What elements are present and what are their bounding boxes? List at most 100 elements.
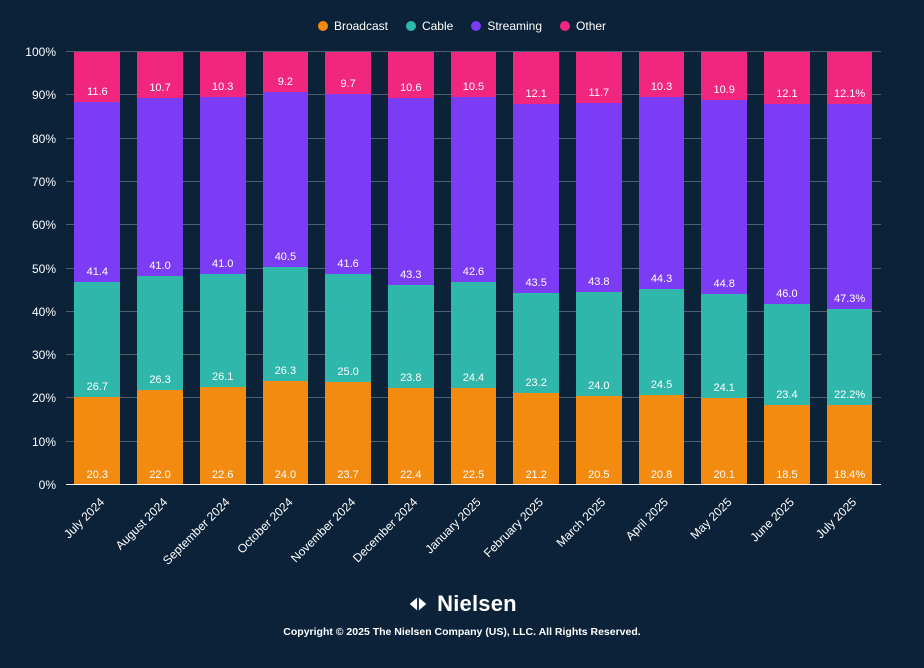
- segment-streaming: 44.8: [701, 99, 748, 294]
- segment-value-label: 18.4%: [833, 469, 866, 481]
- nielsen-wordmark: Nielsen: [437, 591, 517, 616]
- segment-broadcast: 24.0: [262, 381, 309, 485]
- bar-slot-february-2025: 21.2 23.2 43.5 12.1: [505, 52, 568, 485]
- legend: Broadcast Cable Streaming Other: [0, 14, 924, 38]
- segment-value-label: 26.3: [274, 365, 297, 378]
- stacked-bar-december-2024: 22.4 23.8 43.3 10.6: [387, 52, 434, 485]
- segment-value-label: 43.8: [588, 276, 610, 289]
- y-axis-tick-label: 40%: [31, 304, 56, 319]
- segment-broadcast: 18.5: [764, 404, 810, 485]
- bar-slot-december-2024: 22.4 23.8 43.3 10.6: [379, 52, 442, 485]
- bar-slot-june-2025: 18.5 23.4 46.0 12.1: [756, 52, 819, 485]
- bar-slot-september-2024: 22.6 26.1 41.0 10.3: [191, 52, 254, 485]
- segment-other: 10.3: [199, 52, 246, 97]
- bar-slot-april-2025: 20.8 24.5 44.3 10.3: [630, 52, 693, 485]
- segment-value-label: 42.6: [462, 265, 485, 278]
- segment-value-label: 18.5: [776, 469, 798, 481]
- stacked-bar-september-2024: 22.6 26.1 41.0 10.3: [199, 52, 246, 485]
- x-axis-slot: July 2024: [61, 491, 129, 569]
- segment-streaming: 41.4: [74, 102, 121, 282]
- segment-value-label: 20.8: [650, 469, 673, 481]
- y-axis-tick-label: 100%: [25, 45, 56, 59]
- x-axis-labels: July 2024 August 2024 September 2024 Octobe…: [61, 491, 881, 569]
- bar-slot-october-2024: 24.0 26.3 40.5 9.2: [254, 52, 317, 485]
- segment-value-label: 41.4: [86, 265, 109, 278]
- segment-cable: 22.2%: [826, 309, 873, 406]
- nielsen-brand: Nielsen: [0, 591, 924, 617]
- x-axis-label: July 2024: [61, 495, 108, 542]
- legend-item-streaming: Streaming: [471, 19, 542, 33]
- segment-broadcast: 21.2: [513, 393, 560, 485]
- x-axis-label: May 2025: [686, 495, 735, 543]
- segment-streaming: 46.0: [764, 104, 810, 304]
- x-axis-slot: December 2024: [350, 491, 442, 569]
- y-axis-tick-label: 30%: [31, 348, 56, 363]
- segment-value-label: 23.2: [525, 377, 547, 390]
- segment-other: 10.3: [638, 52, 685, 98]
- segment-streaming: 44.3: [638, 97, 685, 289]
- stacked-bar-chart: 0% 10% 20% 30% 40% 50% 60% 70% 80% 90% 100% 20.3 26.…: [25, 46, 881, 569]
- segment-value-label: 20.1: [713, 469, 735, 481]
- segment-cable: 23.4: [764, 303, 810, 405]
- bars: 20.3 26.7 41.4 11.6 22.0 26.3 41.0 10.7 22.6 26.1…: [66, 52, 881, 485]
- segment-other: 12.1: [764, 52, 810, 105]
- x-axis-label: June 2025: [747, 495, 797, 545]
- segment-value-label: 20.3: [86, 469, 109, 481]
- segment-value-label: 9.7: [340, 78, 356, 91]
- segment-cable: 26.1: [199, 274, 246, 388]
- segment-value-label: 10.7: [149, 82, 171, 95]
- gridline: [66, 51, 881, 52]
- segment-other: 10.5: [450, 52, 497, 98]
- stacked-bar-april-2025: 20.8 24.5 44.3 10.3: [638, 52, 685, 485]
- plot-area: 0% 10% 20% 30% 40% 50% 60% 70% 80% 90% 100% 20.3 26.…: [25, 46, 881, 491]
- segment-cable: 25.0: [325, 274, 371, 383]
- bar-slot-january-2025: 22.5 24.4 42.6 10.5: [442, 52, 505, 485]
- x-axis-slot: April 2025: [623, 491, 693, 569]
- segment-broadcast: 23.7: [325, 382, 371, 485]
- stacked-bar-march-2025: 20.5 24.0 43.8 11.7: [575, 52, 622, 485]
- segment-value-label: 11.7: [588, 86, 610, 99]
- segment-value-label: 23.7: [337, 469, 359, 481]
- segment-broadcast: 22.5: [450, 387, 497, 485]
- stacked-bar-october-2024: 24.0 26.3 40.5 9.2: [262, 52, 309, 485]
- segment-cable: 23.8: [387, 285, 434, 389]
- segment-broadcast: 20.1: [701, 397, 748, 485]
- y-axis-tick-label: 50%: [31, 261, 56, 276]
- segment-streaming: 41.0: [199, 96, 246, 275]
- segment-value-label: 24.0: [274, 469, 297, 481]
- segment-other: 9.7: [325, 52, 371, 95]
- segment-value-label: 24.1: [713, 381, 735, 394]
- footer: Nielsen Copyright © 2025 The Nielsen Com…: [0, 591, 924, 638]
- x-axis-slot: February 2025: [481, 491, 568, 569]
- x-axis-line: [66, 484, 881, 485]
- segment-value-label: 23.4: [776, 388, 798, 401]
- segment-value-label: 9.2: [277, 75, 294, 88]
- x-axis-slot: September 2024: [160, 491, 254, 569]
- x-axis-slot: June 2025: [747, 491, 819, 569]
- stacked-bar-july-2025: 18.4% 22.2% 47.3% 12.1%: [826, 52, 873, 485]
- bar-slot-may-2025: 20.1 24.1 44.8 10.9: [693, 52, 756, 485]
- stacked-bar-july-2024: 20.3 26.7 41.4 11.6: [74, 52, 121, 485]
- segment-broadcast: 22.4: [387, 388, 434, 485]
- segment-value-label: 26.1: [212, 371, 234, 384]
- segment-other: 12.1: [513, 52, 560, 105]
- segment-other: 10.9: [701, 52, 748, 100]
- legend-dot-broadcast: [317, 21, 328, 31]
- segment-streaming: 41.6: [325, 94, 371, 275]
- segment-other: 10.6: [387, 52, 434, 98]
- x-axis-slot: October 2024: [234, 491, 317, 569]
- stacked-bar-november-2024: 23.7 25.0 41.6 9.7: [325, 52, 371, 485]
- segment-value-label: 44.3: [650, 272, 673, 285]
- segment-value-label: 44.8: [713, 277, 735, 290]
- x-axis-slot: January 2025: [422, 491, 505, 569]
- x-axis-label: July 2025: [813, 495, 860, 542]
- segment-streaming: 43.8: [575, 102, 622, 293]
- legend-item-other: Other: [560, 19, 606, 33]
- segment-broadcast: 20.3: [74, 397, 121, 485]
- segment-streaming: 41.0: [137, 98, 183, 276]
- segment-value-label: 10.3: [212, 80, 234, 93]
- segment-other: 12.1%: [826, 52, 873, 105]
- segment-other: 10.7: [137, 52, 183, 99]
- nielsen-gauge-chart-page: Broadcast Cable Streaming Other 0% 10% 20% 30%…: [0, 14, 924, 638]
- segment-streaming: 40.5: [262, 91, 309, 268]
